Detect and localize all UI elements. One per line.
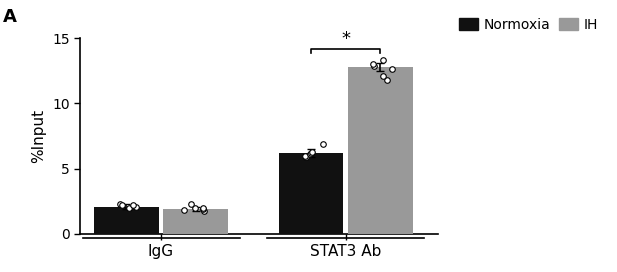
Point <box>197 206 207 211</box>
Legend: Normoxia, IH: Normoxia, IH <box>453 13 604 38</box>
Point <box>305 152 315 156</box>
Point <box>180 208 189 212</box>
Point <box>378 57 388 62</box>
Point <box>300 153 310 158</box>
Point <box>307 150 317 154</box>
Bar <box>348 67 413 234</box>
Point <box>369 64 379 68</box>
Point <box>190 206 200 210</box>
Point <box>115 202 125 206</box>
Point <box>198 207 208 211</box>
Point <box>382 78 392 82</box>
Bar <box>94 206 159 234</box>
Point <box>301 155 311 159</box>
Point <box>199 209 209 214</box>
Text: A: A <box>3 8 17 26</box>
Point <box>318 142 328 147</box>
Point <box>306 151 316 155</box>
Point <box>131 205 141 209</box>
Text: *: * <box>341 30 350 48</box>
Point <box>186 202 196 206</box>
Point <box>117 202 126 207</box>
Point <box>368 61 378 66</box>
Bar <box>164 209 228 234</box>
Point <box>128 203 138 207</box>
Bar <box>279 153 344 234</box>
Y-axis label: %Input: %Input <box>31 109 47 163</box>
Point <box>378 74 388 78</box>
Point <box>387 67 397 72</box>
Point <box>125 206 135 211</box>
